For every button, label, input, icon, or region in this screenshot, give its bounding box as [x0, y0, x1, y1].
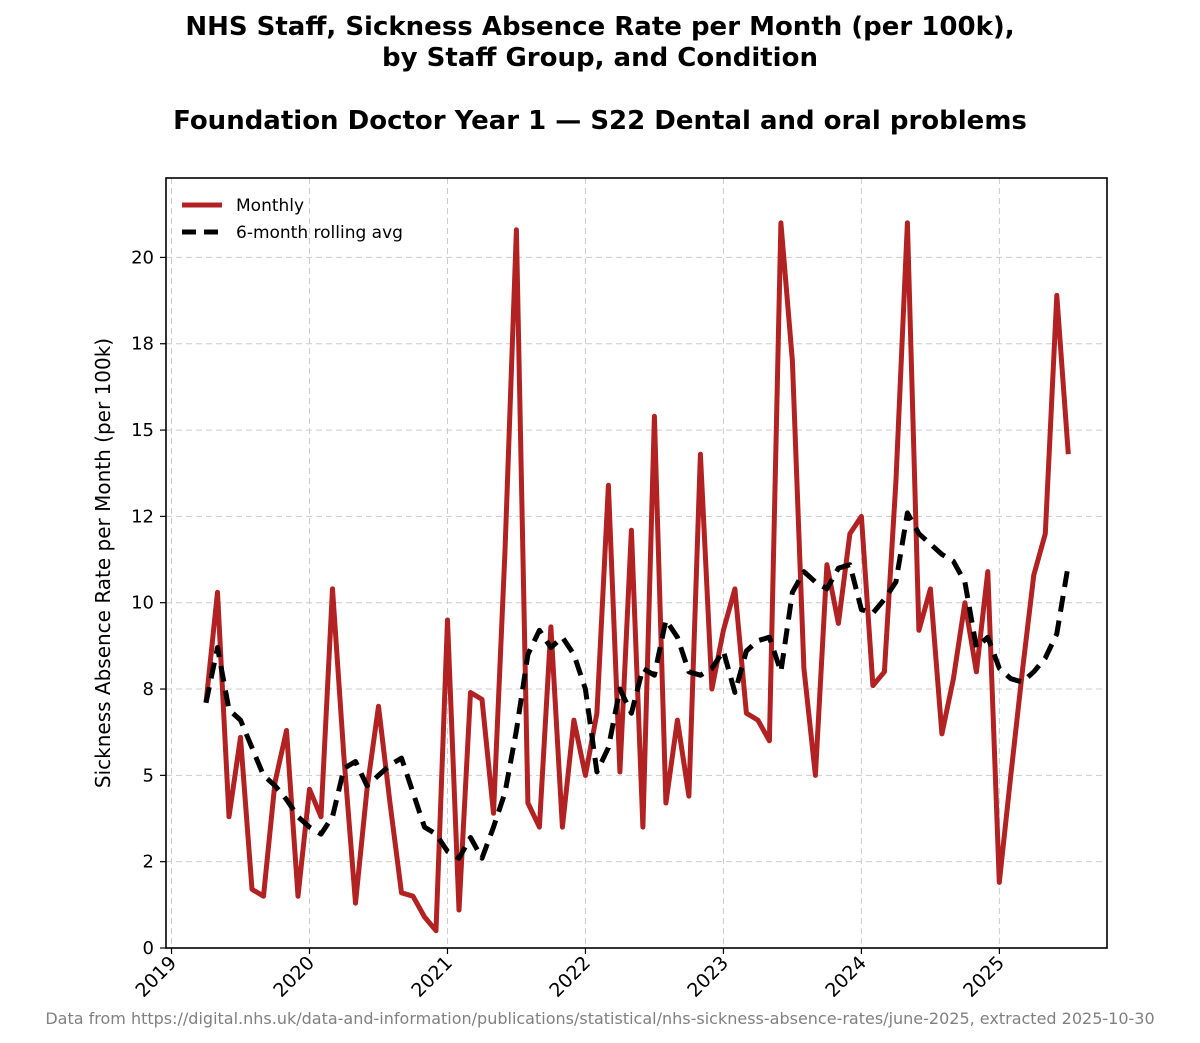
series-line-monthly [203, 220, 1071, 934]
x-tick-label: 2024 [821, 952, 871, 1002]
chart-title-line-1: NHS Staff, Sickness Absence Rate per Mon… [185, 12, 1015, 42]
y-tick-label: 8 [143, 679, 154, 700]
x-tick-label: 2021 [407, 952, 457, 1002]
y-tick-label: 5 [143, 765, 154, 786]
y-tick-label: 10 [131, 593, 154, 614]
y-axis-ticks: 0 2 5 8 10 12 15 18 20 [131, 247, 166, 959]
plot-series [203, 220, 1071, 934]
plot-frame [165, 177, 1108, 949]
x-tick-label: 2023 [683, 952, 733, 1002]
y-tick-label: 12 [131, 506, 154, 527]
y-tick-label: 18 [131, 334, 154, 355]
legend-label-rolling-avg: 6-month rolling avg [236, 223, 403, 243]
y-tick-label: 2 [143, 852, 154, 873]
legend-label-monthly: Monthly [236, 196, 304, 216]
chart-title-line-2: by Staff Group, and Condition [382, 43, 818, 73]
x-tick-label: 2019 [131, 952, 181, 1002]
y-tick-label: 20 [131, 247, 154, 268]
chart-subtitle: Foundation Doctor Year 1 — S22 Dental an… [173, 106, 1027, 136]
series-line-rolling-avg [203, 510, 1071, 861]
x-tick-label: 2022 [545, 952, 595, 1002]
data-source-footer: Data from https://digital.nhs.uk/data-an… [45, 1009, 1155, 1028]
y-tick-label: 0 [143, 938, 154, 959]
legend: Monthly 6-month rolling avg [182, 196, 403, 243]
y-axis-label: Sickness Absence Rate per Month (per 100… [91, 338, 115, 788]
x-tick-label: 2020 [269, 952, 319, 1002]
x-axis-ticks: 2019 2020 2021 2022 2023 2024 2025 [131, 948, 1009, 1002]
y-tick-label: 15 [131, 420, 154, 441]
x-tick-label: 2025 [959, 952, 1009, 1002]
